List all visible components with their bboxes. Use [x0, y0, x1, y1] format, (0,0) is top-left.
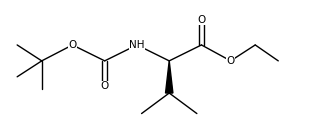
Text: O: O: [227, 56, 235, 66]
Text: O: O: [68, 40, 76, 50]
Text: O: O: [100, 81, 109, 91]
Polygon shape: [165, 61, 173, 93]
Text: NH: NH: [129, 40, 145, 50]
Text: O: O: [197, 14, 205, 25]
